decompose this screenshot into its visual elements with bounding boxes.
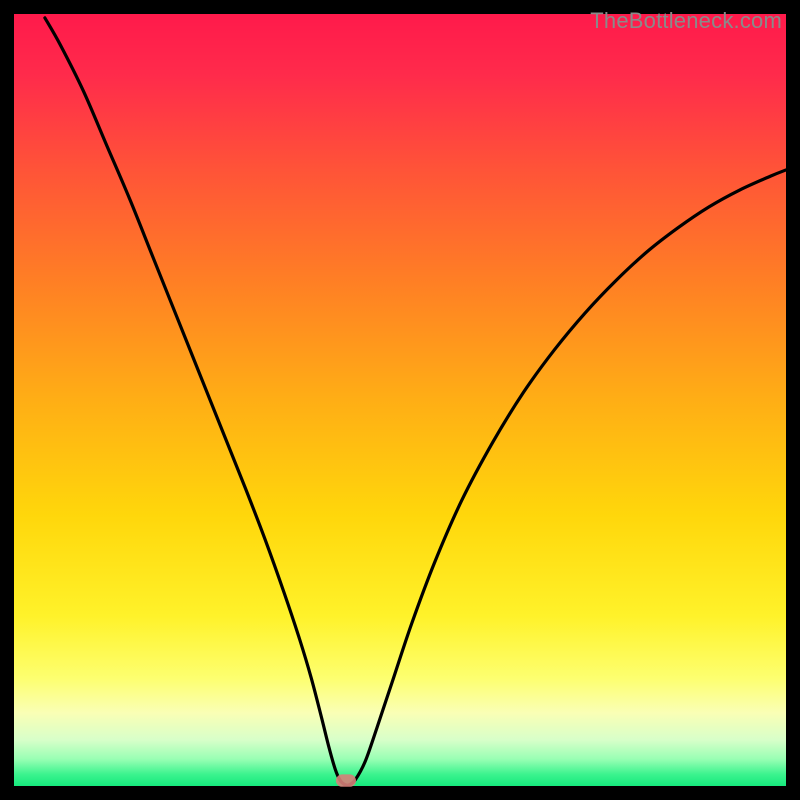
bottleneck-chart [0,0,800,800]
chart-container: TheBottleneck.com [0,0,800,800]
chart-background [14,14,786,786]
optimal-marker [336,774,356,786]
